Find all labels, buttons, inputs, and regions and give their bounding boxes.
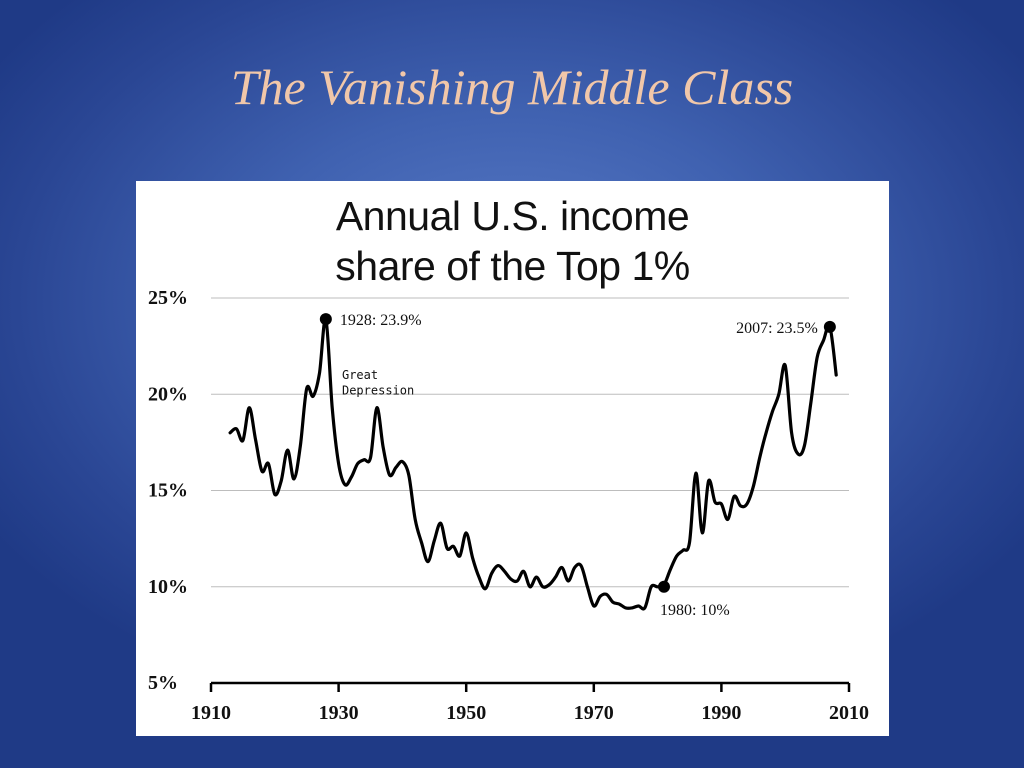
chart-panel: Annual U.S. income share of the Top 1% 5…	[136, 181, 889, 736]
annotation-label: Depression	[342, 383, 414, 397]
annotation-label: 1928: 23.9%	[340, 312, 422, 329]
x-tick-label: 1930	[319, 702, 359, 724]
line-chart: 5% 10% 15% 20% 25% 1910 1930 1950 1970 1990 2010 1…	[148, 287, 869, 724]
chart-title: Annual U.S. income share of the Top 1%	[136, 191, 889, 291]
x-tick-label: 1970	[574, 702, 614, 724]
annotation-label: 2007: 23.5%	[736, 320, 818, 337]
annotation-marker	[657, 580, 670, 593]
axes: 5% 10% 15% 20% 25% 1910 1930 1950 1970 1990 2010	[148, 287, 869, 724]
annotation-label: Great	[342, 368, 378, 382]
y-tick-label: 10%	[148, 576, 188, 598]
chart-title-line-1: Annual U.S. income	[335, 193, 690, 239]
x-tick-label: 1910	[191, 702, 231, 724]
y-tick-label: 15%	[148, 480, 188, 502]
x-tick-label: 2010	[829, 702, 869, 724]
grid-lines	[211, 297, 849, 588]
series-layer	[228, 317, 838, 611]
slide-title: The Vanishing Middle Class	[230, 59, 794, 115]
y-tick-label: 20%	[148, 383, 188, 405]
y-tick-label: 25%	[148, 287, 188, 309]
annotation-marker	[319, 313, 332, 326]
x-tick-label: 1950	[446, 702, 486, 724]
chart-title-line-2: share of the Top 1%	[335, 243, 690, 289]
series-line	[228, 317, 838, 611]
y-tick-label: 5%	[148, 672, 178, 694]
annotations: 1928: 23.9% 2007: 23.5% 1980: 10% GreatDepr…	[319, 312, 836, 619]
x-tick-label: 1990	[701, 702, 741, 724]
annotation-label: 1980: 10%	[660, 602, 730, 619]
annotation-marker	[823, 320, 836, 333]
